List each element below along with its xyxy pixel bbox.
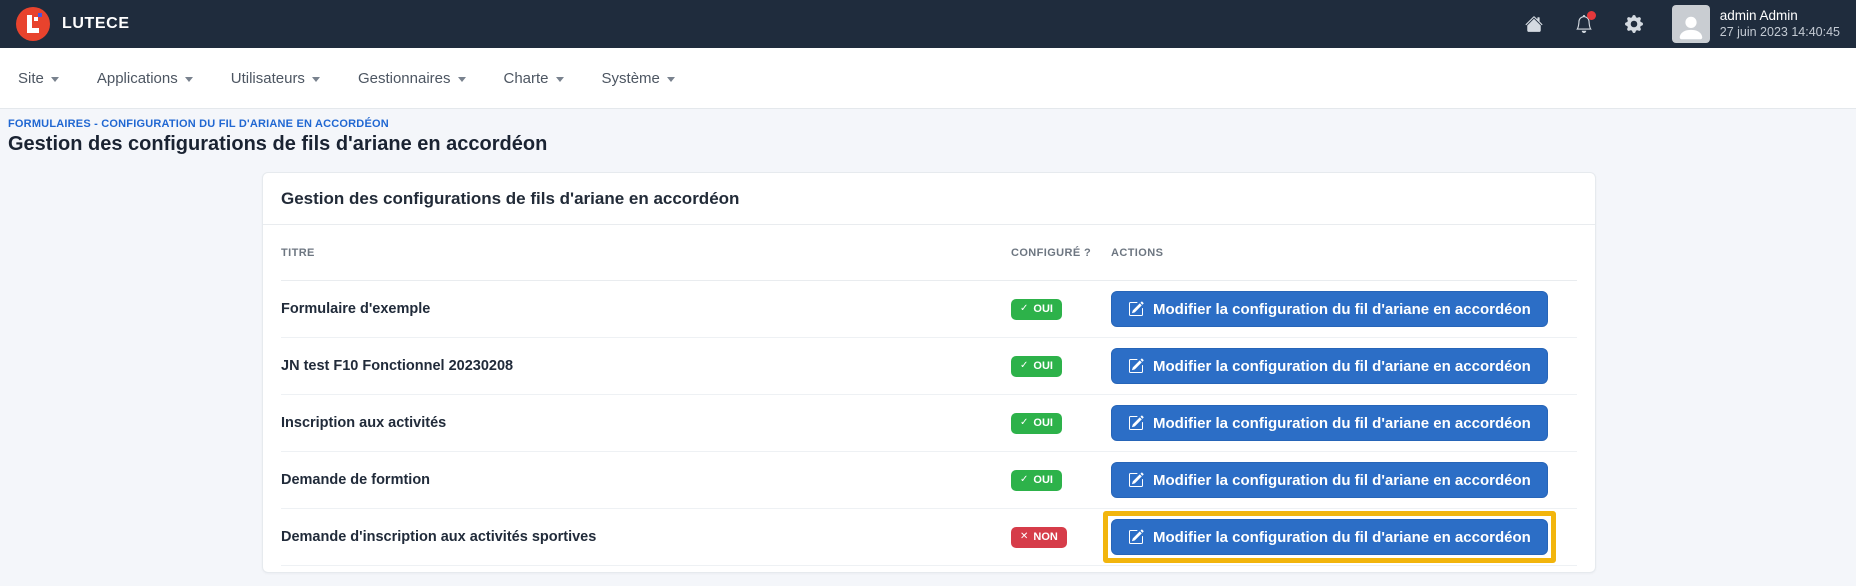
edit-icon (1129, 301, 1144, 316)
nav-label: Utilisateurs (230, 69, 305, 87)
modify-config-button[interactable]: Modifier la configuration du fil d'arian… (1111, 405, 1548, 441)
form-title: Inscription aux activités (281, 415, 447, 431)
column-header-titre: TITRE (281, 246, 315, 259)
status-badge-oui: ✓ OUI (1011, 355, 1062, 377)
cross-icon: ✕ (1020, 531, 1029, 543)
check-icon: ✓ (1020, 474, 1029, 486)
table-row: Inscription aux activités ✓ OUI Modifier … (281, 395, 1577, 452)
chevron-down-icon (555, 77, 564, 82)
form-title: Formulaire d'exemple (281, 301, 431, 317)
column-header-configure: CONFIGURÉ ? (1011, 246, 1092, 259)
check-icon: ✓ (1020, 303, 1029, 315)
lutece-logo[interactable] (16, 7, 50, 41)
form-title: Demande d'inscription aux activités spor… (281, 529, 597, 545)
nav-item-gestionnaires[interactable]: Gestionnaires (358, 70, 466, 87)
top-header: LUTECE admin Admin 27 juin 2023 14:40:45 (0, 0, 1856, 48)
table-row: Demande d'inscription aux activités spor… (281, 509, 1577, 566)
chevron-down-icon (666, 77, 675, 82)
user-avatar[interactable] (1671, 5, 1710, 43)
nav-label: Système (601, 69, 660, 87)
main-nav: Site Applications Utilisateurs Gestionna… (0, 48, 1856, 109)
highlight-annotation: Modifier la configuration du fil d'arian… (1103, 511, 1556, 563)
modify-config-button[interactable]: Modifier la configuration du fil d'arian… (1111, 348, 1548, 384)
check-icon: ✓ (1020, 360, 1029, 372)
brand-title: LUTECE (62, 15, 130, 32)
logo-pixel (38, 13, 42, 17)
status-badge-oui: ✓ OUI (1011, 469, 1062, 491)
modify-config-button[interactable]: Modifier la configuration du fil d'arian… (1111, 462, 1548, 498)
nav-item-systeme[interactable]: Système (602, 70, 675, 87)
login-datetime: 27 juin 2023 14:40:45 (1719, 24, 1840, 39)
home-icon[interactable] (1524, 14, 1544, 34)
chevron-down-icon (457, 77, 466, 82)
notifications-bell-icon[interactable] (1574, 11, 1596, 34)
check-icon: ✓ (1020, 417, 1029, 429)
chevron-down-icon (311, 77, 320, 82)
configurations-card: Gestion des configurations de fils d'ari… (262, 172, 1596, 573)
modify-config-button[interactable]: Modifier la configuration du fil d'arian… (1111, 291, 1548, 327)
chevron-down-icon (184, 77, 193, 82)
nav-item-charte[interactable]: Charte (504, 70, 564, 87)
card-title: Gestion des configurations de fils d'ari… (263, 173, 1595, 225)
nav-label: Gestionnaires (357, 69, 451, 87)
chevron-down-icon (50, 77, 59, 82)
edit-icon (1129, 472, 1144, 487)
table-header-row: TITRE CONFIGURÉ ? ACTIONS (281, 225, 1577, 281)
logo-shape (27, 15, 32, 33)
status-badge-non: ✕ NON (1011, 526, 1067, 548)
table-row: JN test F10 Fonctionnel 20230208 ✓ OUI Mo… (281, 338, 1577, 395)
status-badge-oui: ✓ OUI (1011, 298, 1062, 320)
table-row: Formulaire d'exemple ✓ OUI Modifier la co… (281, 281, 1577, 338)
edit-icon (1129, 415, 1144, 430)
nav-item-utilisateurs[interactable]: Utilisateurs (231, 70, 320, 87)
user-name: admin Admin (1719, 7, 1798, 23)
logo-shape (27, 28, 39, 33)
nav-item-applications[interactable]: Applications (97, 70, 193, 87)
nav-label: Charte (503, 69, 549, 87)
page-content: FORMULAIRES - CONFIGURATION DU FIL D'ARI… (0, 109, 1856, 586)
form-title: JN test F10 Fonctionnel 20230208 (281, 358, 514, 374)
form-title: Demande de formtion (281, 472, 431, 488)
nav-item-site[interactable]: Site (18, 70, 59, 87)
configurations-table: TITRE CONFIGURÉ ? ACTIONS Formulaire d'e… (263, 225, 1595, 566)
edit-icon (1129, 529, 1144, 544)
table-row: Demande de formtion ✓ OUI Modifier la con… (281, 452, 1577, 509)
page-title: Gestion des configurations de fils d'ari… (8, 133, 548, 155)
nav-label: Site (18, 69, 44, 87)
modify-config-button[interactable]: Modifier la configuration du fil d'arian… (1111, 519, 1548, 555)
column-header-actions: ACTIONS (1111, 246, 1164, 259)
edit-icon (1129, 358, 1144, 373)
nav-label: Applications (96, 69, 178, 87)
logo-pixel (34, 17, 38, 21)
status-badge-oui: ✓ OUI (1011, 412, 1062, 434)
breadcrumb[interactable]: FORMULAIRES - CONFIGURATION DU FIL D'ARI… (8, 118, 389, 130)
notification-badge-dot (1586, 11, 1596, 20)
settings-gear-icon[interactable] (1624, 14, 1644, 34)
